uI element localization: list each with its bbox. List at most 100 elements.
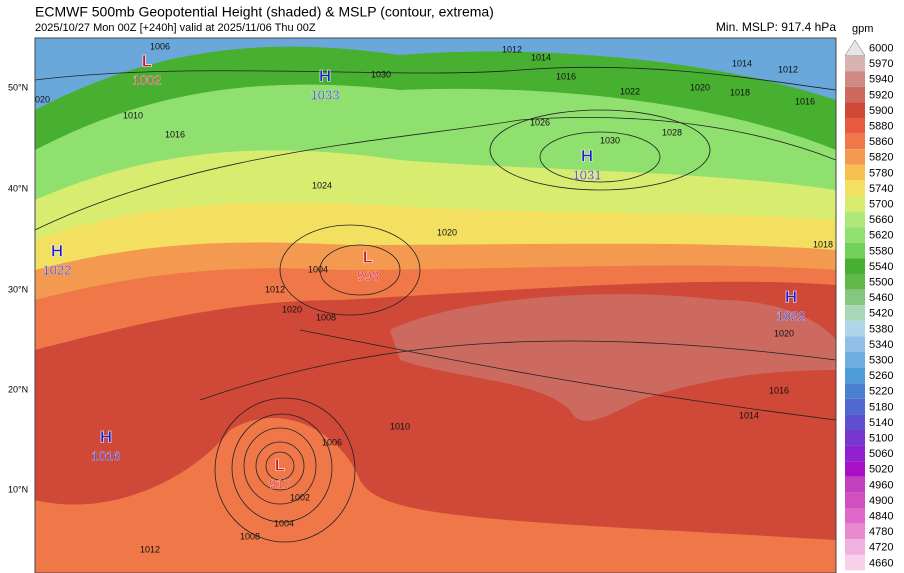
contour-label: 1008 (240, 531, 260, 541)
contour-label: 1012 (502, 44, 522, 54)
colorbar-label: 5660 (869, 214, 893, 226)
contour-label: 1010 (123, 110, 143, 120)
colorbar-label: 4840 (869, 510, 893, 522)
colorbar-label: 4660 (869, 557, 893, 569)
contour-label: 1022 (620, 86, 640, 96)
colorbar-swatch (845, 336, 865, 352)
contour-label: 1016 (556, 71, 576, 81)
contour-label: 1028 (662, 127, 682, 137)
colorbar-label: 5740 (869, 183, 893, 195)
colorbar-label: 5060 (869, 448, 893, 460)
colorbar-swatch (845, 430, 865, 446)
colorbar-swatch (845, 554, 865, 571)
colorbar-unit: gpm (852, 23, 873, 35)
contour-label: 1012 (265, 284, 285, 294)
map-frame (34, 37, 837, 573)
colorbar-label: 5500 (869, 276, 893, 288)
latitude-label: 30°N (8, 284, 28, 294)
colorbar-swatch (845, 149, 865, 165)
contour-label: 1020 (690, 82, 710, 92)
contour-label: 1014 (732, 58, 752, 68)
shading (390, 294, 836, 421)
colorbar-swatch (845, 461, 865, 477)
colorbar-swatch (845, 508, 865, 524)
colorbar-swatch (845, 55, 865, 72)
map: 1006 1012 1014 1030 1016 1014 1012 1016 1018 1020… (35, 38, 836, 573)
colorbar-swatch (845, 180, 865, 196)
contour-label: 1010 (390, 421, 410, 431)
contour-label: 1014 (531, 52, 551, 62)
title: ECMWF 500mb Geopotential Height (shaded)… (35, 4, 494, 20)
contour-label: 1020 (437, 227, 457, 237)
contour-label: 1030 (371, 69, 391, 79)
latitude-label: 20°N (8, 384, 28, 394)
colorbar-label: 5220 (869, 386, 893, 398)
colorbar-swatch (845, 164, 865, 181)
center-symbol: H (581, 146, 593, 165)
isobars (35, 66, 836, 543)
contour-label: 1002 (290, 492, 310, 502)
colorbar-swatch (845, 71, 865, 87)
latitude-label: 40°N (8, 183, 28, 193)
colorbar-label: 5460 (869, 292, 893, 304)
colorbar-label: 5700 (869, 198, 893, 210)
shading (35, 418, 836, 573)
colorbar-swatch (845, 445, 865, 462)
colorbar-swatch (845, 258, 865, 274)
center-symbol: L (142, 51, 152, 70)
colorbar-label: 5780 (869, 167, 893, 179)
colorbar-swatch (845, 305, 865, 321)
colorbar-swatch (845, 539, 865, 555)
colorbar-label: 4780 (869, 526, 893, 538)
colorbar-swatch (845, 398, 865, 415)
contour-label: 1016 (795, 96, 815, 106)
contour-label: 1008 (316, 312, 336, 322)
colorbar-swatch (845, 492, 865, 508)
center-symbol: H (319, 66, 331, 85)
colorbar-label: 5900 (869, 105, 893, 117)
colorbar-label: 5820 (869, 152, 893, 164)
colorbar-swatch (845, 414, 865, 430)
colorbar-swatch (845, 352, 865, 368)
contour-label: 1006 (150, 41, 170, 51)
colorbar-label: 5140 (869, 417, 893, 429)
contour-label: 1012 (778, 64, 798, 74)
colorbar-label: 5580 (869, 245, 893, 257)
center-value: 1031 (573, 167, 602, 182)
contour-label: 1004 (308, 264, 328, 274)
colorbar-label: 5020 (869, 464, 893, 476)
colorbar-swatch (845, 196, 865, 212)
colorbar-swatch (845, 242, 865, 259)
colorbar-label: 5300 (869, 354, 893, 366)
colorbar-label: 4960 (869, 479, 893, 491)
min-mslp: Min. MSLP: 917.4 hPa (716, 20, 836, 34)
colorbar-label: 4900 (869, 495, 893, 507)
center-symbol: H (100, 427, 112, 446)
colorbar-swatch (845, 227, 865, 243)
center-value: 998 (357, 268, 379, 283)
colorbar-label: 4720 (869, 542, 893, 554)
colorbar-label: 5340 (869, 339, 893, 351)
colorbar-label: 5180 (869, 401, 893, 413)
colorbar-label: 5100 (869, 432, 893, 444)
colorbar-label: 5920 (869, 89, 893, 101)
colorbar-label: 5260 (869, 370, 893, 382)
center-symbol: L (275, 455, 285, 474)
colorbar-swatch (845, 102, 865, 118)
latitude-label: 10°N (8, 484, 28, 494)
center-value: 917 (269, 476, 291, 491)
contour-label: 1012 (140, 544, 160, 554)
colorbar-label: 6000 (869, 42, 893, 54)
contour-label: 1018 (813, 239, 833, 249)
colorbar-label: 5380 (869, 323, 893, 335)
contour-label: 1020 (774, 328, 794, 338)
contour-label: 1026 (530, 117, 550, 127)
contour-label: 1016 (769, 385, 789, 395)
colorbar-swatch (845, 476, 865, 493)
contour-label: 1016 (165, 129, 185, 139)
colorbar-swatch (845, 133, 865, 150)
colorbar-swatch (845, 383, 865, 399)
contour-label: 1006 (322, 437, 342, 447)
contour-label: 1014 (739, 410, 759, 420)
